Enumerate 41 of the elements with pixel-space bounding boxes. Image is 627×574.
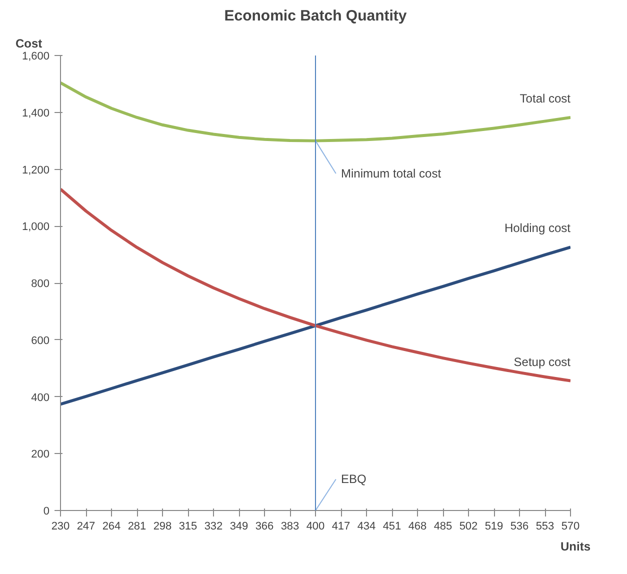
y-axis-title: Cost xyxy=(16,36,42,50)
y-tick-label: 0 xyxy=(43,506,50,518)
y-tick-label: 800 xyxy=(31,278,50,290)
x-axis-title: Units xyxy=(560,540,591,554)
x-tick-label: 230 xyxy=(51,520,70,532)
x-tick-label: 400 xyxy=(306,520,325,532)
line-series xyxy=(60,246,570,406)
y-tick-label: 400 xyxy=(31,392,50,404)
x-tick-label: 570 xyxy=(561,520,580,532)
series-label: Holding cost xyxy=(504,221,572,236)
x-tick-label: 349 xyxy=(230,520,248,532)
y-tick-label: 1,600 xyxy=(22,50,50,62)
x-tick-label: 417 xyxy=(332,520,350,532)
y-tick-label: 1,200 xyxy=(22,164,50,176)
series-label: Setup cost xyxy=(514,354,572,369)
series-label: Total cost xyxy=(520,91,572,106)
x-tick-label: 519 xyxy=(484,520,504,532)
x-tick-label: 247 xyxy=(76,520,96,532)
x-tick-label: 468 xyxy=(408,520,427,532)
x-tick-label: 383 xyxy=(280,520,300,532)
x-tick-label: 502 xyxy=(459,520,478,532)
y-tick-label: 1,000 xyxy=(22,221,50,234)
x-tick-label: 264 xyxy=(102,520,121,532)
y-tick-label: 200 xyxy=(31,448,50,461)
x-tick-label: 536 xyxy=(510,520,529,532)
annotation: EBQ xyxy=(341,472,366,486)
x-tick-label: 315 xyxy=(178,520,198,532)
y-tick-label: 600 xyxy=(31,334,50,347)
annotation: Minimum total cost xyxy=(341,166,442,181)
x-tick-label: 366 xyxy=(255,520,274,532)
x-tick-label: 434 xyxy=(357,520,376,532)
x-tick-label: 451 xyxy=(382,520,402,532)
line-series xyxy=(60,81,570,142)
x-tick-label: 553 xyxy=(536,520,554,532)
x-tick-label: 298 xyxy=(153,520,172,532)
line-series xyxy=(60,188,570,382)
y-tick-label: 1,400 xyxy=(22,107,50,120)
chart-title: Economic Batch Quantity xyxy=(224,8,408,24)
x-tick-label: 485 xyxy=(434,520,452,532)
x-tick-label: 281 xyxy=(128,520,146,532)
x-tick-label: 332 xyxy=(204,520,223,532)
